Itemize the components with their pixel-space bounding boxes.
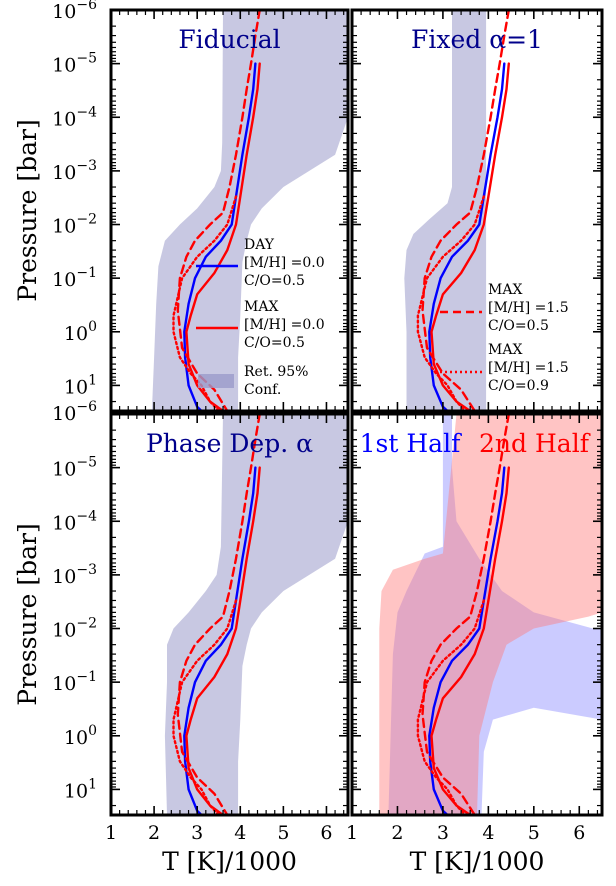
- y-tick-label: 10−3: [52, 562, 97, 588]
- y-tick-label: 10−6: [52, 399, 97, 425]
- x-tick-label: 4: [234, 822, 246, 844]
- x-tick-label: 2: [391, 822, 403, 844]
- confidence-band: [404, 10, 487, 411]
- confidence-band: [388, 414, 602, 815]
- x-tick-label: 1: [346, 822, 358, 844]
- panel-frame: [109, 8, 350, 413]
- y-axis-label: Pressure [bar]: [13, 523, 42, 705]
- profile-line: [428, 62, 506, 411]
- y-tick-label: 10−4: [52, 104, 97, 130]
- x-tick-label: 3: [191, 822, 203, 844]
- panel-fixed-alpha: Fixed α=1: [350, 8, 604, 413]
- profile-line: [176, 10, 261, 411]
- y-tick-label: 10−1: [52, 265, 97, 291]
- y-tick-label: 10−5: [52, 455, 97, 481]
- profile-line: [416, 195, 485, 411]
- legend-label-max-dashed: MAX [M/H] =1.5 C/O=0.5: [488, 282, 569, 334]
- y-tick-label: 100: [64, 723, 97, 749]
- x-tick-label: 3: [437, 822, 449, 844]
- y-tick-label: 10−6: [52, 0, 97, 23]
- y-tick-label: 10−2: [52, 616, 97, 642]
- legend-label-day: DAY [M/H] =0.0 C/O=0.5: [244, 237, 325, 289]
- profile-line: [421, 10, 510, 411]
- y-tick-label: 10−2: [52, 212, 97, 238]
- x-tick-label: 2: [148, 822, 160, 844]
- x-tick-label: 1: [105, 822, 117, 844]
- y-tick-label: 101: [64, 372, 97, 398]
- profile-line: [428, 466, 506, 815]
- panel-title: Fixed α=1: [411, 25, 543, 54]
- legend-label-band: Ret. 95% Conf.: [244, 364, 308, 398]
- y-tick-label: 10−1: [52, 669, 97, 695]
- profile-line: [430, 466, 510, 815]
- x-axis-label: T [K]/1000: [410, 847, 545, 876]
- plot-area: [164, 414, 348, 815]
- x-tick-label: 5: [277, 822, 289, 844]
- plot-area: [151, 10, 348, 411]
- panel-title: Fiducial: [178, 25, 280, 54]
- confidence-band: [164, 414, 348, 815]
- plot-area: [404, 10, 510, 411]
- panel-phase-dep-alpha: Phase Dep. α: [109, 412, 350, 817]
- x-axis-label: T [K]/1000: [162, 847, 297, 876]
- confidence-band: [379, 414, 602, 815]
- legends: DAY [M/H] =0.0 C/O=0.5 MAX [M/H] =0.0 C/O=0.5…: [196, 237, 569, 398]
- panel-halves: 1st Half 2nd Half: [350, 412, 604, 817]
- profile-line: [183, 62, 257, 411]
- legend-label-max: MAX [M/H] =0.0 C/O=0.5: [244, 299, 325, 351]
- profile-line: [421, 414, 510, 815]
- profile-line: [416, 599, 485, 815]
- profile-line: [430, 62, 510, 411]
- profile-line: [176, 414, 261, 815]
- x-tick-label: 5: [528, 822, 540, 844]
- y-tick-label: 100: [64, 319, 97, 345]
- profile-line: [172, 195, 238, 411]
- panel-title-first-half: 1st Half: [360, 429, 462, 458]
- panel-fiducial: Fiducial: [109, 8, 350, 413]
- panel-frame: [350, 412, 604, 817]
- legend-label-max-dotted: MAX [M/H] =1.5 C/O=0.9: [488, 342, 569, 394]
- x-tick-label: 6: [320, 822, 332, 844]
- panel-frame: [350, 8, 604, 413]
- panel-frame: [109, 412, 350, 817]
- y-tick-label: 10−4: [52, 508, 97, 534]
- axis-labels: 10−6 10−5 10−4 10−3 10−2 10−1 100 101 10−5 10−4 10…: [13, 0, 585, 876]
- y-tick-label: 10−5: [52, 51, 97, 77]
- profile-line: [172, 599, 238, 815]
- panel-title: Phase Dep. α: [146, 429, 313, 458]
- legend-swatch-band: [198, 374, 234, 388]
- y-axis-label: Pressure [bar]: [13, 119, 42, 301]
- x-tick-label: 6: [573, 822, 585, 844]
- y-tick-label: 101: [64, 776, 97, 802]
- x-tick-label: 4: [482, 822, 494, 844]
- panel-title-second-half: 2nd Half: [479, 429, 591, 458]
- profile-line: [183, 466, 257, 815]
- plot-area: [379, 414, 602, 815]
- confidence-band: [151, 10, 348, 411]
- y-tick-label: 10−3: [52, 158, 97, 184]
